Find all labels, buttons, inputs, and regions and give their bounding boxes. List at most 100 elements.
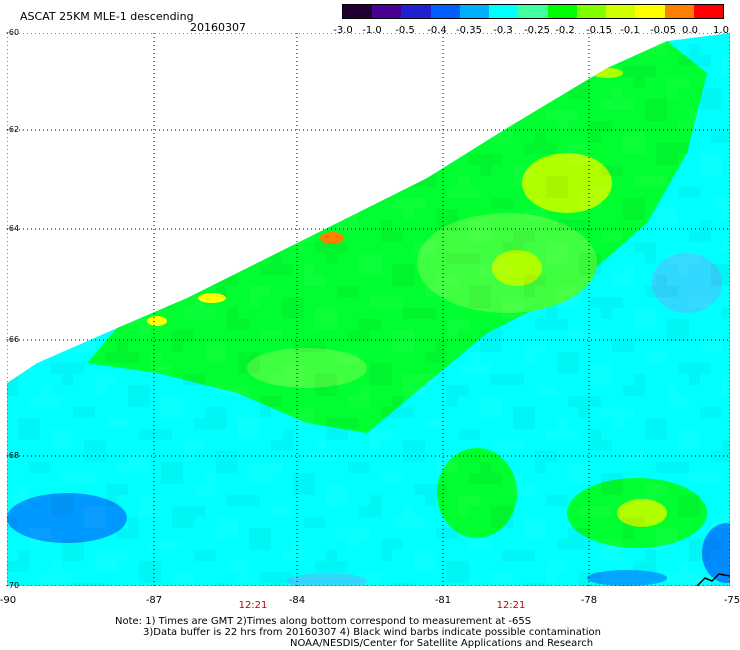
texture-cell xyxy=(51,561,62,572)
texture-cell xyxy=(667,143,678,154)
texture-cell xyxy=(678,187,689,198)
texture-cell xyxy=(381,429,392,440)
texture-cell xyxy=(73,341,84,352)
texture-cell xyxy=(425,374,436,385)
texture-cell xyxy=(656,209,667,220)
texture-cell xyxy=(73,473,84,484)
texture-cell xyxy=(491,341,502,352)
texture-cell xyxy=(546,110,557,121)
texture-cell xyxy=(436,286,447,297)
texture-cell xyxy=(84,440,95,451)
texture-cell xyxy=(491,264,502,275)
texture-cell xyxy=(634,132,645,143)
texture-cell xyxy=(304,451,315,462)
texture-cell xyxy=(436,209,447,220)
colorbar-swatch xyxy=(430,5,460,18)
texture-cell xyxy=(546,572,557,583)
texture-cell xyxy=(326,429,337,440)
texture-cell xyxy=(128,528,139,539)
texture-cell xyxy=(645,176,656,187)
texture-cell xyxy=(326,319,337,330)
latitude-label: -64 xyxy=(6,224,20,233)
texture-cell xyxy=(678,253,689,264)
texture-cell xyxy=(480,220,491,231)
texture-cell xyxy=(447,528,458,539)
texture-cell xyxy=(315,275,326,286)
texture-cell xyxy=(447,319,458,330)
texture-cell xyxy=(425,495,436,506)
texture-cell xyxy=(623,99,634,110)
texture-cell xyxy=(337,495,348,506)
texture-cell xyxy=(337,528,348,539)
texture-cell xyxy=(194,506,205,517)
texture-cell xyxy=(689,253,700,264)
texture-cell xyxy=(293,363,304,374)
texture-cell xyxy=(392,198,403,209)
texture-cell xyxy=(216,286,227,297)
texture-cell xyxy=(293,539,304,550)
texture-cell xyxy=(205,473,216,484)
texture-cell xyxy=(227,495,238,506)
texture-cell xyxy=(634,517,645,528)
texture-cell xyxy=(612,341,623,352)
texture-cell xyxy=(403,451,414,462)
texture-cell xyxy=(491,154,502,165)
texture-cell xyxy=(73,550,84,561)
texture-cell xyxy=(51,363,62,374)
texture-cell xyxy=(513,550,524,561)
texture-cell xyxy=(524,484,535,495)
texture-cell xyxy=(139,319,150,330)
texture-cell xyxy=(634,198,645,209)
texture-cell xyxy=(513,407,524,418)
texture-cell xyxy=(469,495,480,506)
texture-cell xyxy=(18,418,29,429)
longitude-label: -84 xyxy=(288,595,306,606)
texture-cell xyxy=(370,253,381,264)
texture-cell xyxy=(18,550,29,561)
texture-cell xyxy=(513,165,524,176)
texture-cell xyxy=(601,99,612,110)
colorbar-swatch xyxy=(606,5,636,18)
texture-cell xyxy=(568,539,579,550)
texture-cell xyxy=(700,297,711,308)
texture-cell xyxy=(623,66,634,77)
texture-cell xyxy=(139,451,150,462)
texture-cell xyxy=(667,220,678,231)
texture-cell xyxy=(491,517,502,528)
texture-cell xyxy=(711,341,722,352)
note-line-2: 3)Data buffer is 22 hrs from 20160307 4)… xyxy=(143,627,601,638)
texture-cell xyxy=(62,550,73,561)
texture-cell xyxy=(634,66,645,77)
texture-cell xyxy=(172,330,183,341)
texture-cell xyxy=(612,275,623,286)
texture-cell xyxy=(502,440,513,451)
texture-cell xyxy=(315,308,326,319)
wind-field-map xyxy=(7,33,730,586)
texture-cell xyxy=(194,418,205,429)
texture-cell xyxy=(260,462,271,473)
texture-cell xyxy=(480,264,491,275)
texture-cell xyxy=(337,352,348,363)
texture-cell xyxy=(601,407,612,418)
texture-cell xyxy=(700,165,711,176)
texture-cell xyxy=(62,473,73,484)
texture-cell xyxy=(524,231,535,242)
texture-cell xyxy=(337,242,348,253)
texture-cell xyxy=(667,154,678,165)
texture-cell xyxy=(656,286,667,297)
texture-cell xyxy=(436,528,447,539)
texture-cell xyxy=(502,308,513,319)
colorbar-swatch xyxy=(664,5,694,18)
texture-cell xyxy=(579,539,590,550)
texture-cell xyxy=(139,462,150,473)
texture-cell xyxy=(645,418,656,429)
texture-cell xyxy=(293,418,304,429)
texture-cell xyxy=(502,297,513,308)
texture-cell xyxy=(480,462,491,473)
texture-cell xyxy=(392,264,403,275)
texture-cell xyxy=(678,506,689,517)
texture-cell xyxy=(348,220,359,231)
texture-cell xyxy=(238,363,249,374)
texture-cell xyxy=(557,429,568,440)
texture-cell xyxy=(161,462,172,473)
